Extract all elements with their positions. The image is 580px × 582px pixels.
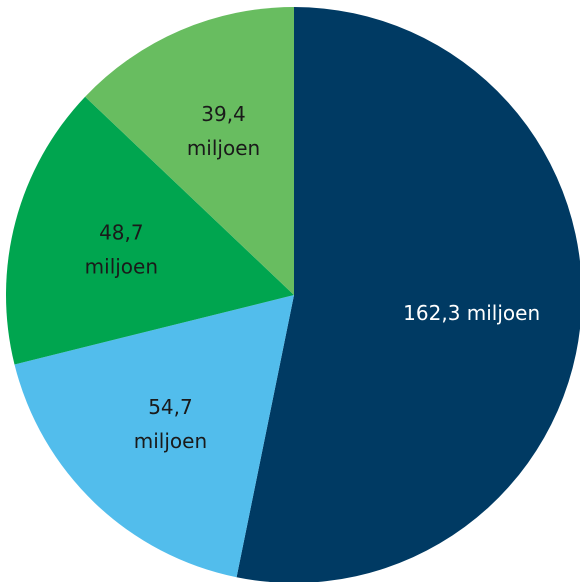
- slice-label-line: 54,7: [148, 395, 193, 419]
- pie-slice-0: [236, 7, 580, 582]
- slice-label-1: 54,7 miljoen: [134, 395, 207, 453]
- pie-slice-1: [14, 295, 295, 578]
- pie-labels: 162,3 miljoen 54,7 miljoen 48,7 miljoen 39,4 m…: [85, 102, 540, 453]
- slice-label-line: 162,3 miljoen: [403, 301, 540, 325]
- pie-slice-2: [6, 96, 295, 365]
- pie-slice-3: [85, 7, 295, 295]
- slice-label-line: 39,4: [201, 102, 246, 126]
- slice-label-line: miljoen: [134, 429, 207, 453]
- slice-label-0: 162,3 miljoen: [403, 301, 540, 325]
- slice-label-line: 48,7: [99, 220, 144, 244]
- slice-label-2: 48,7 miljoen: [85, 220, 158, 278]
- slice-label-3: 39,4 miljoen: [187, 102, 260, 160]
- slice-label-line: miljoen: [85, 254, 158, 278]
- slice-label-line: miljoen: [187, 136, 260, 160]
- pie-slices: [6, 7, 580, 582]
